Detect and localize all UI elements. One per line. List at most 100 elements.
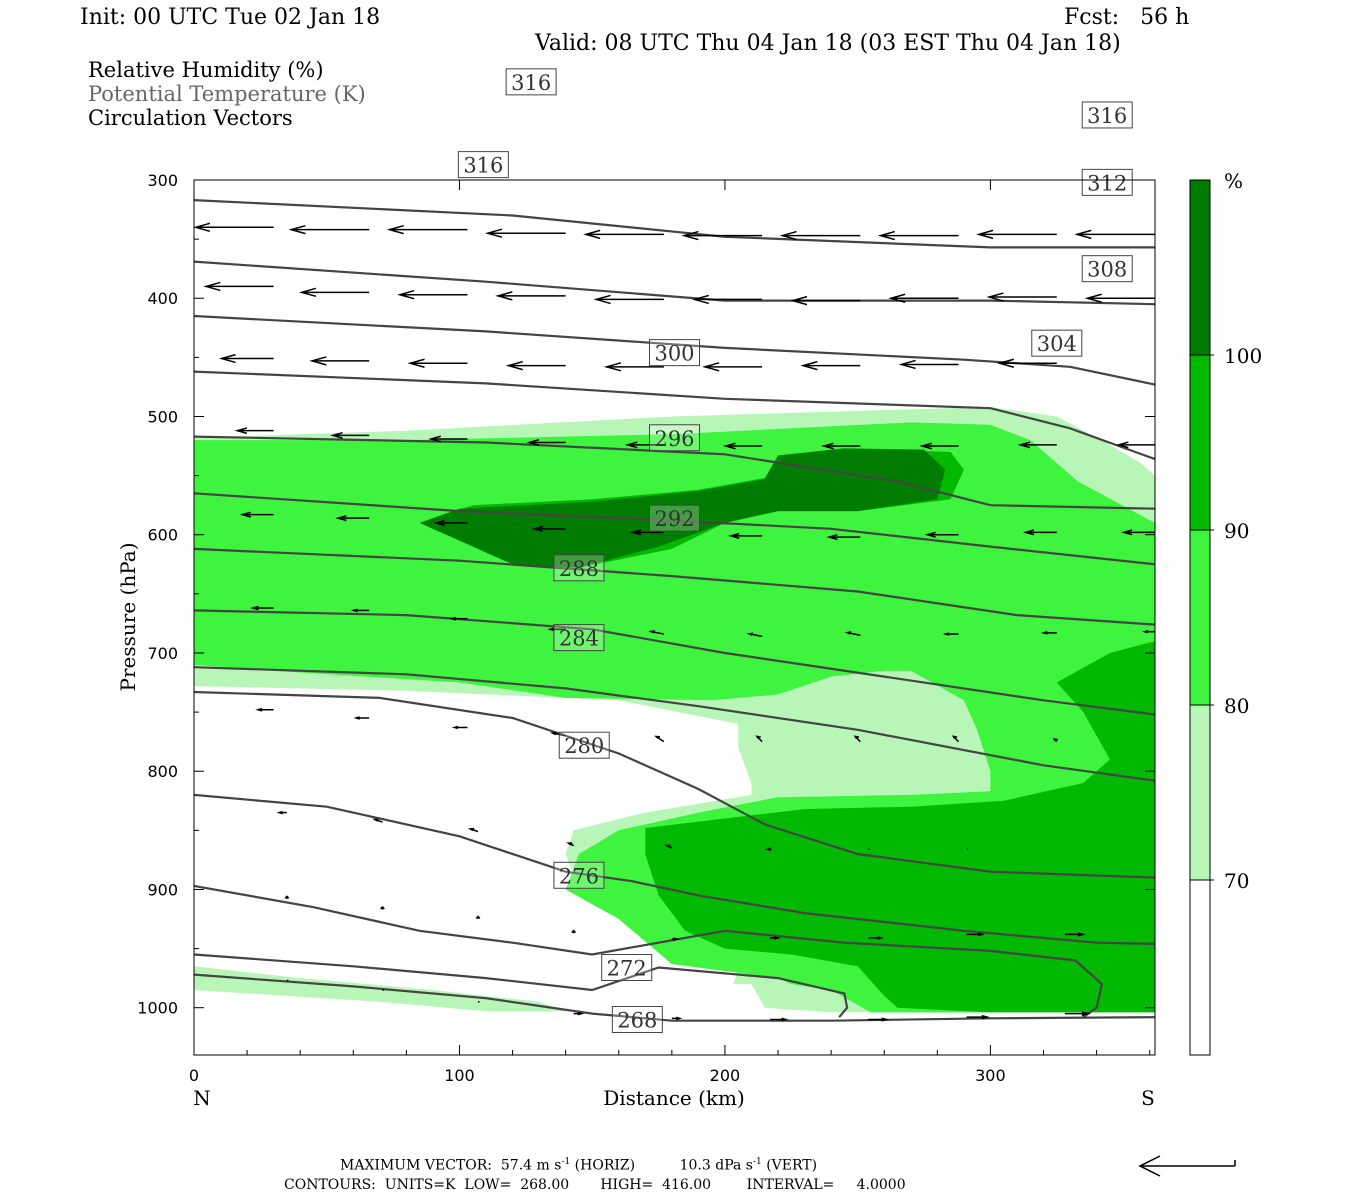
contour-label-3: 280 — [558, 731, 610, 759]
theta-contour-272 — [194, 953, 849, 1018]
x-end-label-south: S — [1141, 1086, 1155, 1110]
vector-arrow — [573, 1011, 585, 1016]
vector-arrow — [671, 937, 680, 941]
vector-arrow — [770, 1017, 789, 1022]
y-tick-label: 700 — [147, 644, 178, 663]
contour-label-5: 288 — [553, 554, 605, 582]
x-tick-label: 300 — [975, 1066, 1006, 1085]
vector-arrow — [1022, 529, 1057, 536]
contour-label-text: 292 — [654, 507, 694, 531]
theta-contour-280 — [194, 793, 1155, 945]
theta-contour-312 — [194, 314, 1155, 386]
init-time: Init: 00 UTC Tue 02 Jan 18 — [80, 5, 381, 30]
vector-arrow — [986, 292, 1057, 302]
y-tick-label: 300 — [147, 171, 178, 190]
vector-arrow — [531, 525, 566, 532]
plot-frame — [193, 179, 1156, 1056]
horiz-unit: m s — [536, 1157, 562, 1174]
x-axis-label: Distance (km) — [603, 1086, 745, 1110]
vector-arrow — [966, 932, 985, 937]
vector-arrow — [664, 844, 673, 849]
vector-arrow — [603, 362, 664, 372]
contour-labels: 268 272 276 280 284 288 292 296 300 304 308 312 316 3… — [457, 68, 1133, 1034]
vector-arrow — [330, 431, 370, 439]
vector-arrow — [298, 287, 370, 298]
vector-arrow — [951, 735, 960, 743]
vector-arrow — [451, 725, 468, 730]
contour-label-text: 316 — [511, 71, 551, 95]
x-tick-label: 100 — [444, 1066, 475, 1085]
vector-arrow — [966, 1014, 991, 1020]
rh-region-90-4 — [645, 641, 1155, 1013]
vector-arrow — [397, 289, 468, 300]
vector-arrow — [1084, 293, 1155, 303]
contour-label-14: 316 — [1081, 101, 1133, 129]
field-title-rh: Relative Humidity (%) — [88, 58, 324, 82]
vector-arrow — [919, 442, 959, 450]
vector-arrow — [770, 936, 781, 940]
contour-label-text: 304 — [1037, 332, 1077, 356]
vector-arrow — [380, 905, 385, 910]
contour-label-0: 268 — [611, 1006, 663, 1034]
contour-label-9: 304 — [1031, 329, 1083, 357]
contour-label-text: 284 — [559, 627, 599, 651]
max-vector-label: MAXIMUM VECTOR: — [340, 1157, 492, 1174]
x-end-label-north: N — [193, 1086, 211, 1110]
vector-arrow — [826, 534, 861, 541]
y-axis-label: Pressure (hPa) — [116, 543, 140, 692]
vector-arrow — [1064, 932, 1086, 937]
contour-label-text: 276 — [559, 864, 599, 888]
vector-arrow — [942, 632, 959, 636]
contour-label-text: 288 — [559, 557, 599, 581]
vector-arrow — [309, 356, 370, 366]
vector-arrow — [288, 224, 370, 235]
vector-arrow — [654, 735, 665, 743]
vector-arrow — [526, 439, 566, 446]
vector-arrow — [386, 224, 468, 235]
vector-arrow — [495, 291, 566, 301]
colorbar-frame — [1189, 179, 1211, 1056]
theta-contour-300 — [194, 492, 1155, 566]
vector-arrow — [853, 735, 861, 743]
vector-arrow — [234, 427, 274, 435]
theta-contour-320 — [194, 199, 1155, 249]
vector-arrow — [449, 616, 468, 621]
vector-arrow — [276, 810, 287, 815]
vector-arrow — [755, 735, 763, 743]
vector-arrow — [821, 442, 861, 450]
contours-info: CONTOURS: UNITS=K LOW= 268.00 HIGH= 416.… — [284, 1177, 906, 1193]
colorbar-segment-4 — [1190, 880, 1210, 1055]
vector-arrow — [746, 632, 763, 638]
contour-label-text: 312 — [1087, 171, 1127, 195]
vector-arrow — [505, 360, 566, 371]
vector-arrow — [255, 707, 274, 712]
contour-label-6: 292 — [649, 504, 700, 532]
colorbar-label: 90 — [1224, 519, 1249, 543]
y-tick-label: 800 — [147, 762, 178, 781]
vector-arrow — [593, 294, 664, 305]
max-vector-line: MAXIMUM VECTOR: 57.4 m s-1 (HORIZ) 10.3 … — [340, 1157, 817, 1174]
vector-arrow — [467, 827, 479, 833]
contour-label-10: 308 — [1081, 255, 1133, 283]
vector-arrow — [996, 358, 1057, 368]
vector-arrow — [1052, 738, 1059, 743]
vector-arrow — [1121, 529, 1155, 536]
y-tick-label: 900 — [147, 880, 178, 899]
vector-arrow — [547, 627, 566, 632]
vector-arrow — [779, 230, 861, 241]
contour-label-2: 276 — [553, 861, 605, 889]
vector-arrow — [433, 519, 468, 526]
vector-arrow — [250, 605, 274, 611]
circulation-vectors — [194, 222, 1155, 1022]
vector-arrow — [407, 358, 468, 368]
vector-arrow — [844, 631, 861, 636]
contour-label-11: 312 — [1081, 168, 1133, 196]
vector-arrow — [868, 936, 885, 940]
vert-tag: (VERT) — [766, 1157, 818, 1174]
theta-contour-316 — [194, 260, 1155, 306]
vector-arrow — [722, 442, 763, 450]
colorbar: 70 80 90 100 — [1189, 179, 1262, 1056]
vector-arrow — [1064, 1011, 1091, 1017]
vector-arrow — [475, 915, 481, 920]
vector-arrow — [888, 293, 959, 303]
